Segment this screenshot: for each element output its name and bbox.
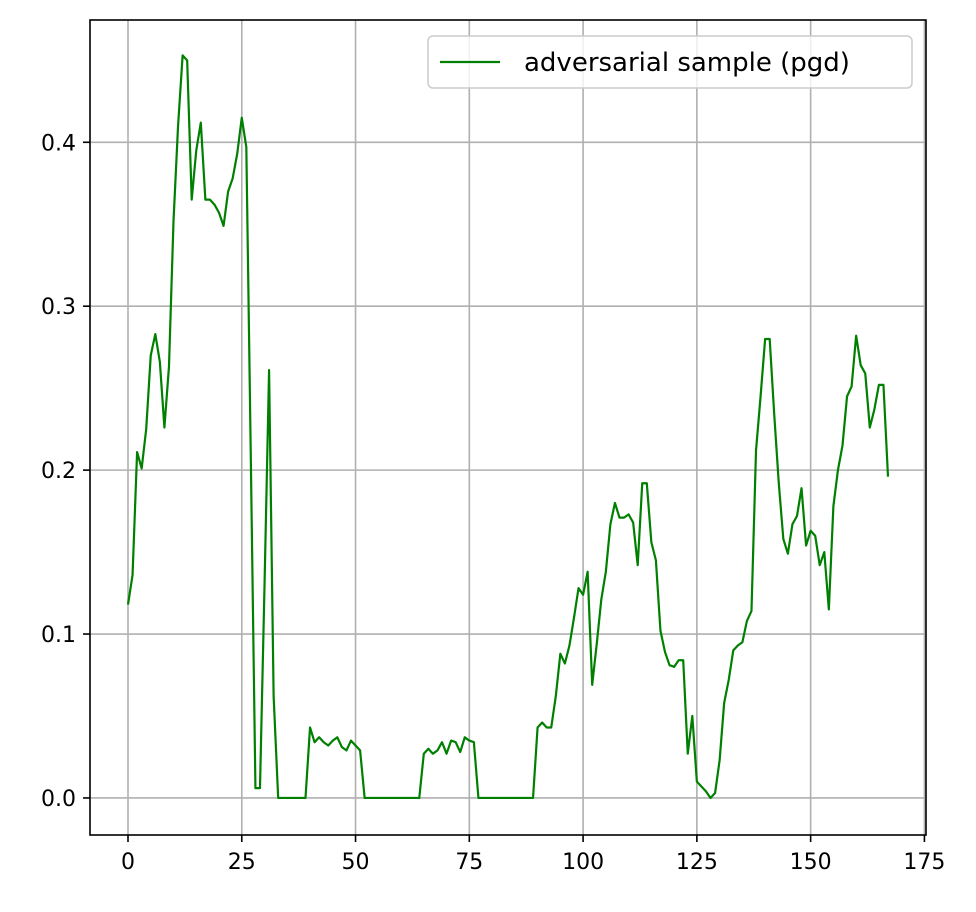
y-tick-label: 0.1 (41, 623, 76, 648)
plot-frame (89, 19, 927, 836)
y-tick-label: 0.3 (41, 295, 76, 320)
ticks: 0 25 50 75 100 125 150 175 0.0 0.1 0.2 0.3 0.4 (41, 131, 945, 875)
x-tick-label: 0 (121, 850, 135, 875)
x-tick-label: 125 (676, 850, 718, 875)
x-tick-label: 100 (562, 850, 604, 875)
x-tick-label: 50 (342, 850, 370, 875)
grid (90, 20, 926, 835)
plot-area-background (90, 20, 926, 835)
series-line (126, 54, 890, 800)
y-tick-label: 0.0 (41, 787, 76, 812)
x-tick-label: 175 (903, 850, 945, 875)
y-tick-label: 0.4 (41, 131, 76, 156)
x-tick-label: 75 (455, 850, 483, 875)
x-tick-label: 25 (228, 850, 256, 875)
y-tick-label: 0.2 (41, 459, 76, 484)
legend-box (427, 35, 913, 89)
legend[interactable]: adversarial sample (pgd) (427, 35, 913, 89)
legend-label: adversarial sample (pgd) (524, 48, 850, 78)
series-layer (126, 54, 890, 800)
x-tick-label: 150 (790, 850, 832, 875)
